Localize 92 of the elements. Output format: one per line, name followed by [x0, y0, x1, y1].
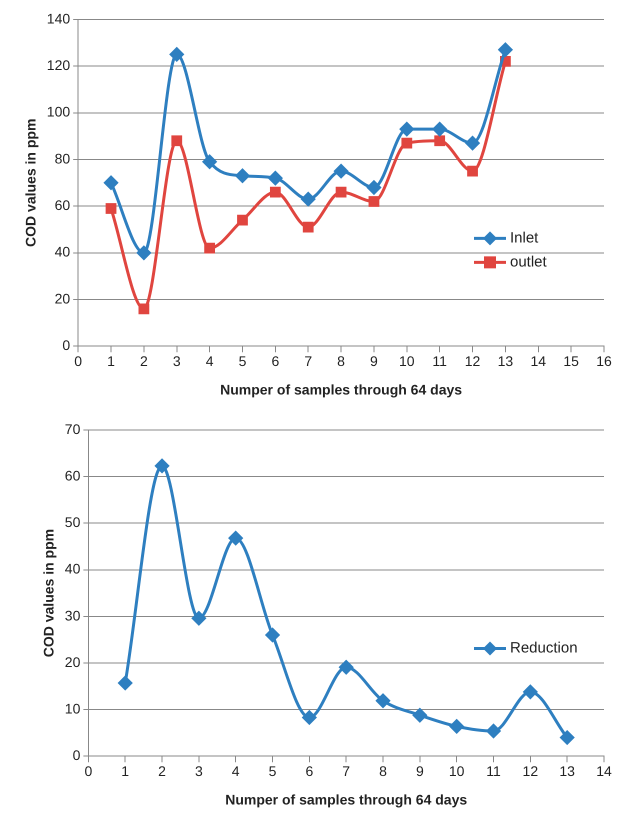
legend-label: Reduction — [510, 640, 578, 657]
x-tick-label: 8 — [337, 353, 346, 370]
point — [412, 708, 427, 722]
point — [339, 660, 354, 674]
y-tick-label: 140 — [46, 10, 70, 26]
point — [136, 246, 151, 260]
point — [118, 676, 132, 690]
x-tick-label: 1 — [121, 763, 130, 780]
x-axis-title: Numper of samples through 64 days — [220, 381, 462, 398]
point — [466, 136, 480, 150]
x-tick-label: 6 — [305, 763, 314, 780]
point — [235, 168, 250, 183]
point — [266, 628, 280, 642]
point — [106, 203, 116, 214]
point — [434, 135, 446, 146]
point — [228, 531, 243, 546]
x-tick-label: 13 — [559, 763, 576, 780]
y-axis-title: COD values in ppm — [40, 528, 56, 658]
x-tick-label: 5 — [238, 353, 247, 370]
point — [104, 176, 118, 190]
point — [336, 186, 346, 198]
x-tick-label: 11 — [432, 353, 448, 370]
point — [270, 186, 281, 198]
y-tick-label: 60 — [54, 197, 70, 213]
y-tick-label: 70 — [64, 420, 81, 437]
x-tick-label: 4 — [232, 763, 240, 780]
x-tick-label: 14 — [530, 353, 546, 370]
point — [302, 710, 316, 725]
y-tick-label: 80 — [54, 150, 70, 166]
x-tick-label: 6 — [271, 353, 280, 370]
y-tick-label: 0 — [62, 337, 70, 354]
x-tick-label: 9 — [416, 763, 424, 780]
point — [376, 694, 390, 708]
x-tick-label: 5 — [268, 763, 277, 780]
y-tick-label: 20 — [64, 654, 81, 670]
point — [401, 138, 412, 149]
point — [138, 303, 150, 314]
y-tick-label: 60 — [64, 467, 81, 484]
x-tick-label: 14 — [596, 763, 612, 780]
y-tick-label: 40 — [64, 560, 81, 577]
y-axis-title: COD values in ppm — [22, 118, 38, 247]
point — [560, 730, 574, 745]
x-tick-label: 9 — [370, 353, 378, 370]
y-tick-label: 50 — [64, 514, 81, 530]
x-tick-label: 3 — [194, 763, 203, 780]
point — [170, 47, 184, 62]
point — [366, 180, 381, 194]
point — [467, 166, 478, 177]
x-tick-label: 4 — [206, 353, 214, 370]
y-tick-label: 10 — [64, 700, 81, 716]
point — [368, 196, 380, 207]
x-tick-label: 11 — [486, 763, 501, 780]
x-tick-label: 2 — [158, 763, 166, 780]
y-tick-label: 20 — [54, 290, 70, 306]
point — [237, 214, 248, 226]
point — [302, 222, 314, 233]
point — [400, 122, 414, 136]
y-tick-label: 100 — [46, 104, 70, 120]
legend-label: Inlet — [510, 229, 540, 246]
point — [192, 611, 206, 626]
x-tick-label: 15 — [563, 353, 580, 370]
x-tick-label: 7 — [304, 353, 312, 370]
x-tick-label: 1 — [107, 353, 116, 370]
x-tick-label: 2 — [140, 353, 148, 370]
x-tick-label: 0 — [84, 763, 92, 780]
legend-label: outlet — [510, 253, 548, 270]
y-tick-label: 40 — [54, 244, 70, 260]
x-tick-label: 7 — [342, 763, 350, 780]
y-tick-label: 120 — [46, 56, 70, 73]
point — [450, 719, 464, 734]
x-tick-label: 10 — [399, 353, 415, 370]
point — [432, 122, 447, 136]
point — [155, 458, 170, 473]
point — [301, 192, 316, 206]
point — [204, 242, 216, 254]
point — [268, 171, 282, 186]
x-tick-label: 16 — [596, 353, 612, 370]
x-tick-label: 8 — [379, 763, 388, 780]
y-tick-label: 30 — [64, 607, 81, 624]
x-tick-label: 12 — [464, 353, 481, 370]
point — [171, 135, 182, 146]
y-tick-label: 0 — [72, 747, 81, 764]
point — [334, 164, 348, 178]
x-tick-label: 3 — [172, 353, 181, 370]
point — [498, 42, 512, 57]
x-tick-label: 10 — [448, 763, 465, 780]
point — [202, 154, 217, 169]
point — [523, 684, 538, 699]
x-tick-label: 12 — [522, 763, 538, 780]
point — [486, 724, 501, 738]
x-axis-title: Numper of samples through 64 days — [225, 791, 468, 808]
x-tick-label: 13 — [498, 353, 514, 370]
